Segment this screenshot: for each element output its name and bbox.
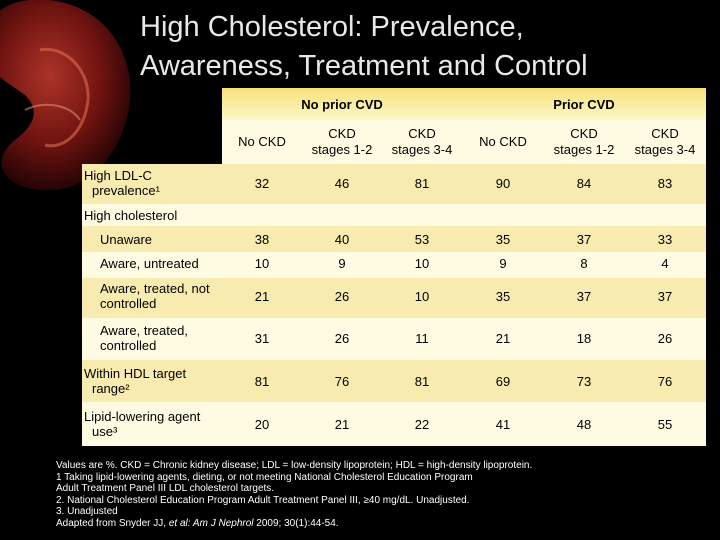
table-cell: 22 xyxy=(414,417,430,432)
row-label-aware-treated-not-controlled: Aware, treated, not controlled xyxy=(100,281,210,311)
table-cell: 26 xyxy=(334,289,350,304)
column-header: No CKD xyxy=(462,120,544,164)
row-label-high-ldl: High LDL-C prevalence¹ xyxy=(84,168,160,198)
row-label-unaware: Unaware xyxy=(100,232,153,247)
table-cell: 21 xyxy=(495,331,511,346)
column-header: CKD stages 1-2 xyxy=(544,120,624,164)
row-label-aware-treated-controlled: Aware, treated, controlled xyxy=(100,323,188,353)
table-cell: 81 xyxy=(414,374,430,389)
table-cell: 69 xyxy=(495,374,511,389)
table-cell: 81 xyxy=(414,176,430,191)
table-cell: 40 xyxy=(334,232,350,247)
footnote: 2. National Cholesterol Education Progra… xyxy=(56,494,470,506)
table-cell: 9 xyxy=(499,256,507,271)
table-cell: 26 xyxy=(657,331,673,346)
column-header: No CKD xyxy=(222,120,302,164)
table-cell: 9 xyxy=(338,256,346,271)
table-cell: 73 xyxy=(576,374,592,389)
table-cell: 35 xyxy=(495,232,511,247)
row-band xyxy=(82,360,706,402)
table-cell: 4 xyxy=(661,256,669,271)
group-header-prior-cvd: Prior CVD xyxy=(462,88,706,120)
row-band xyxy=(82,164,706,204)
row-band xyxy=(82,402,706,446)
table-cell: 10 xyxy=(414,256,430,271)
table-cell: 21 xyxy=(254,289,270,304)
table-cell: 11 xyxy=(415,331,429,346)
table-cell: 8 xyxy=(580,256,588,271)
row-label-lipid-lowering: Lipid-lowering agent use³ xyxy=(84,409,201,439)
footnote: 3. Unadjusted xyxy=(56,506,118,517)
table-cell: 10 xyxy=(414,289,430,304)
table-cell: 48 xyxy=(576,417,592,432)
table-cell: 32 xyxy=(254,176,270,191)
column-header: CKD stages 3-4 xyxy=(624,120,706,164)
table-cell: 53 xyxy=(414,232,430,247)
table-cell: 46 xyxy=(334,176,350,191)
row-label-aware-untreated: Aware, untreated xyxy=(100,256,199,271)
table-cell: 81 xyxy=(254,374,270,389)
footnote: Adult Treatment Panel III LDL cholestero… xyxy=(56,483,275,494)
table-cell: 37 xyxy=(576,232,592,247)
table-cell: 33 xyxy=(657,232,673,247)
table-cell: 38 xyxy=(254,232,270,247)
row-band xyxy=(82,278,706,318)
table-cell: 84 xyxy=(576,176,592,191)
table-cell: 55 xyxy=(657,417,673,432)
row-band xyxy=(82,252,706,278)
row-band xyxy=(82,226,706,252)
row-label-hdl-target: Within HDL target range² xyxy=(84,366,187,396)
table-cell: 37 xyxy=(657,289,673,304)
footnotes: Values are %. CKD = Chronic kidney disea… xyxy=(56,460,716,529)
table-cell: 76 xyxy=(334,374,350,389)
kidney-image xyxy=(0,0,131,191)
group-header-no-prior-cvd: No prior CVD xyxy=(222,88,462,120)
row-label-high-cholesterol: High cholesterol xyxy=(84,208,178,223)
table-cell: 20 xyxy=(254,417,270,432)
table-cell: 21 xyxy=(334,417,350,432)
footnote: 1 Taking lipid-lowering agents, dieting,… xyxy=(56,471,473,483)
title-line-2: Awareness, Treatment and Control xyxy=(140,50,588,82)
table-cell: 90 xyxy=(495,176,511,191)
page-title: High Cholesterol: Prevalence, Awareness,… xyxy=(140,8,588,86)
table-cell: 35 xyxy=(495,289,511,304)
footnote: Values are %. CKD = Chronic kidney disea… xyxy=(56,460,533,471)
table-cell: 41 xyxy=(495,417,511,432)
column-header: CKD stages 1-2 xyxy=(302,120,382,164)
row-band xyxy=(82,204,706,226)
table-cell: 26 xyxy=(334,331,350,346)
title-line-1: High Cholesterol: Prevalence, xyxy=(140,11,524,43)
column-header: CKD stages 3-4 xyxy=(382,120,462,164)
table-cell: 37 xyxy=(576,289,592,304)
table-cell: 83 xyxy=(657,176,673,191)
row-band xyxy=(82,318,706,360)
table-cell: 76 xyxy=(657,374,673,389)
citation: Adapted from Snyder JJ, et al: Am J Neph… xyxy=(56,517,339,529)
table-cell: 10 xyxy=(254,256,270,271)
table-cell: 18 xyxy=(576,331,592,346)
table-cell: 31 xyxy=(254,331,270,346)
